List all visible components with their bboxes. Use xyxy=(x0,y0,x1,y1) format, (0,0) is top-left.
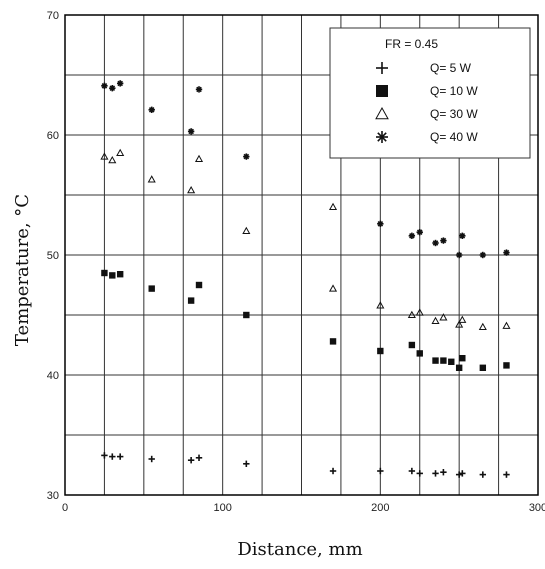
data-point xyxy=(503,249,509,255)
data-point xyxy=(409,342,415,348)
data-point xyxy=(459,355,465,361)
data-point xyxy=(459,317,465,323)
data-point xyxy=(503,471,509,477)
data-point xyxy=(503,323,509,329)
data-point xyxy=(196,86,202,92)
data-point xyxy=(196,282,202,288)
data-point xyxy=(101,270,107,276)
data-point xyxy=(149,176,155,182)
x-axis-title: Distance, mm xyxy=(237,539,362,560)
legend: FR = 0.45 Q= 5 W Q= 10 W Q= 30 W Q= 40 W xyxy=(330,28,530,158)
legend-entry-label: Q= 30 W xyxy=(430,107,478,121)
data-point xyxy=(432,357,438,363)
data-point xyxy=(188,187,194,193)
legend-entry-label: Q= 5 W xyxy=(430,61,472,75)
data-point xyxy=(432,470,438,476)
y-tick-label: 50 xyxy=(47,250,59,262)
data-point xyxy=(480,324,486,330)
legend-title: FR = 0.45 xyxy=(385,37,438,51)
data-point xyxy=(330,338,336,344)
data-point xyxy=(459,233,465,239)
y-tick-label: 60 xyxy=(47,130,59,142)
data-point xyxy=(432,318,438,324)
data-point xyxy=(243,228,249,234)
y-tick-label: 40 xyxy=(47,370,59,382)
data-point xyxy=(109,85,115,91)
data-point xyxy=(417,470,423,476)
data-point xyxy=(409,468,415,474)
data-point xyxy=(101,452,107,458)
legend-marker xyxy=(376,131,388,143)
data-point xyxy=(101,83,107,89)
x-tick-label: 100 xyxy=(213,502,231,514)
data-point xyxy=(330,468,336,474)
y-axis-title: Temperature, °C xyxy=(12,194,33,346)
x-tick-label: 300 xyxy=(529,502,545,514)
data-point xyxy=(456,365,462,371)
data-point xyxy=(480,252,486,258)
data-point xyxy=(188,297,194,303)
data-point xyxy=(196,156,202,162)
data-point xyxy=(480,471,486,477)
data-point xyxy=(188,457,194,463)
data-point xyxy=(117,453,123,459)
data-point xyxy=(243,153,249,159)
data-point xyxy=(440,469,446,475)
data-point xyxy=(109,272,115,278)
data-point xyxy=(417,229,423,235)
data-point xyxy=(117,80,123,86)
data-point xyxy=(196,455,202,461)
data-point xyxy=(456,252,462,258)
legend-entry-label: Q= 10 W xyxy=(430,84,478,98)
y-tick-label: 70 xyxy=(47,10,59,22)
data-point xyxy=(432,240,438,246)
data-point xyxy=(459,470,465,476)
data-point xyxy=(117,271,123,277)
data-point xyxy=(149,456,155,462)
data-point xyxy=(440,237,446,243)
data-point xyxy=(109,453,115,459)
data-point xyxy=(377,468,383,474)
data-point xyxy=(503,362,509,368)
data-point xyxy=(243,461,249,467)
data-point xyxy=(456,471,462,477)
data-point xyxy=(330,285,336,291)
data-point xyxy=(440,357,446,363)
y-tick-label: 30 xyxy=(47,490,59,502)
data-point xyxy=(480,365,486,371)
data-point xyxy=(330,204,336,210)
data-point xyxy=(417,350,423,356)
data-point xyxy=(149,285,155,291)
x-tick-label: 200 xyxy=(371,502,389,514)
data-point xyxy=(109,157,115,163)
data-point xyxy=(409,233,415,239)
data-point xyxy=(448,359,454,365)
legend-marker xyxy=(376,85,388,97)
x-tick-label: 0 xyxy=(62,502,68,514)
data-point xyxy=(117,150,123,156)
data-point xyxy=(243,312,249,318)
data-point xyxy=(377,221,383,227)
data-point xyxy=(377,348,383,354)
data-point xyxy=(188,128,194,134)
data-point xyxy=(149,107,155,113)
legend-entry-label: Q= 40 W xyxy=(430,130,478,144)
